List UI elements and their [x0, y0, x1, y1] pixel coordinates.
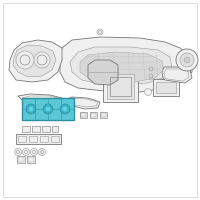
- Bar: [40, 136, 48, 142]
- Bar: [110, 77, 131, 96]
- Bar: [18, 136, 26, 142]
- Circle shape: [16, 51, 34, 69]
- Bar: [80, 112, 87, 118]
- Circle shape: [184, 57, 190, 63]
- Circle shape: [30, 148, 38, 156]
- Bar: [18, 157, 24, 162]
- Circle shape: [176, 49, 198, 71]
- Polygon shape: [13, 45, 56, 77]
- Bar: [22, 126, 30, 132]
- Circle shape: [14, 148, 22, 156]
- Circle shape: [46, 106, 50, 112]
- Polygon shape: [70, 47, 172, 85]
- Bar: [156, 82, 176, 93]
- Bar: [32, 126, 40, 132]
- Bar: [17, 156, 25, 163]
- Circle shape: [34, 52, 50, 68]
- Circle shape: [97, 29, 103, 35]
- Bar: [27, 156, 35, 163]
- Bar: [91, 113, 96, 117]
- Circle shape: [180, 53, 194, 67]
- Circle shape: [38, 148, 46, 156]
- Bar: [153, 79, 179, 96]
- Polygon shape: [60, 37, 192, 92]
- Circle shape: [62, 106, 68, 112]
- Circle shape: [147, 65, 155, 73]
- Polygon shape: [80, 52, 163, 82]
- Polygon shape: [88, 60, 118, 85]
- Bar: [101, 113, 106, 117]
- Polygon shape: [9, 40, 62, 82]
- Bar: [28, 157, 34, 162]
- Bar: [107, 74, 134, 99]
- Circle shape: [60, 104, 70, 114]
- Bar: [29, 136, 37, 142]
- Bar: [42, 126, 50, 132]
- Bar: [51, 136, 59, 142]
- Polygon shape: [64, 97, 100, 109]
- Bar: [16, 134, 61, 144]
- Bar: [52, 126, 58, 132]
- Circle shape: [26, 104, 36, 114]
- Circle shape: [147, 72, 155, 80]
- Polygon shape: [22, 120, 75, 121]
- Circle shape: [144, 88, 152, 96]
- Polygon shape: [162, 67, 192, 83]
- Circle shape: [22, 148, 30, 156]
- Bar: [90, 112, 97, 118]
- Bar: [81, 113, 86, 117]
- Polygon shape: [18, 94, 65, 106]
- Circle shape: [43, 104, 53, 114]
- Circle shape: [29, 106, 34, 112]
- Bar: [103, 70, 138, 102]
- Bar: [22, 98, 74, 120]
- Bar: [100, 112, 107, 118]
